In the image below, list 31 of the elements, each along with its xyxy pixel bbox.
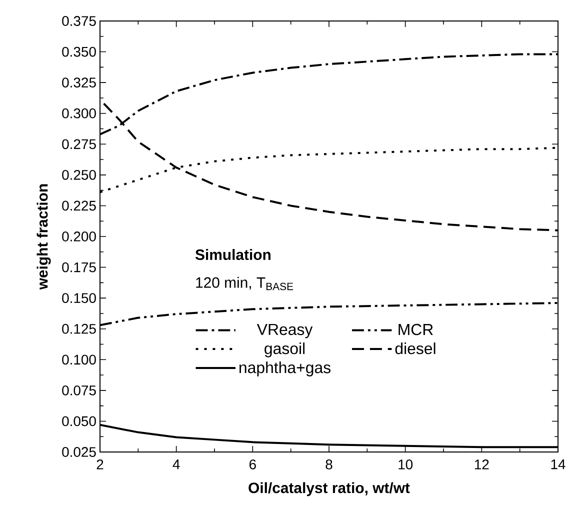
x-tick-label: 2 [96, 459, 104, 470]
legend-label: gasoil [264, 342, 305, 358]
y-tick-label: 0.275 [62, 139, 96, 150]
legend-label: VReasy [256, 324, 313, 338]
y-tick-label: 0.100 [62, 354, 96, 365]
y-tick-label: 0.375 [62, 16, 96, 26]
y-tick-label: 0.250 [62, 170, 96, 180]
y-tick-label: 0.350 [62, 46, 96, 57]
y-tick-label: 0.125 [62, 324, 96, 334]
legend-title: Simulation [195, 249, 270, 260]
x-axis-title: Oil/catalyst ratio, wt/wt [248, 482, 410, 496]
x-tick-label: 8 [326, 459, 332, 470]
x-tick-label: 4 [172, 460, 180, 470]
y-tick-label: 0.325 [62, 78, 96, 88]
legend-label: MCR [398, 324, 433, 336]
y-tick-label: 0.200 [62, 232, 96, 242]
y-axis-title: weight fraction [36, 184, 51, 290]
y-tick-label: 0.025 [62, 447, 96, 457]
x-tick-label: 14 [551, 460, 566, 470]
y-tick-label: 0.225 [62, 200, 96, 211]
y-tick-label: 0.300 [62, 108, 96, 118]
legend-label: naphtha+gas [240, 362, 330, 376]
y-tick-label: 0.075 [62, 385, 96, 396]
x-tick-label: 10 [398, 459, 413, 470]
y-tick-label: 0.150 [62, 293, 96, 304]
annotation: 120 min, T$_{BASE}$ [196, 276, 294, 290]
legend-label: diesel [395, 342, 436, 354]
y-tick-label: 0.050 [62, 416, 96, 426]
x-tick-label: 6 [249, 459, 256, 470]
x-tick-label: 12 [474, 459, 489, 470]
y-tick-label: 0.175 [62, 262, 96, 272]
